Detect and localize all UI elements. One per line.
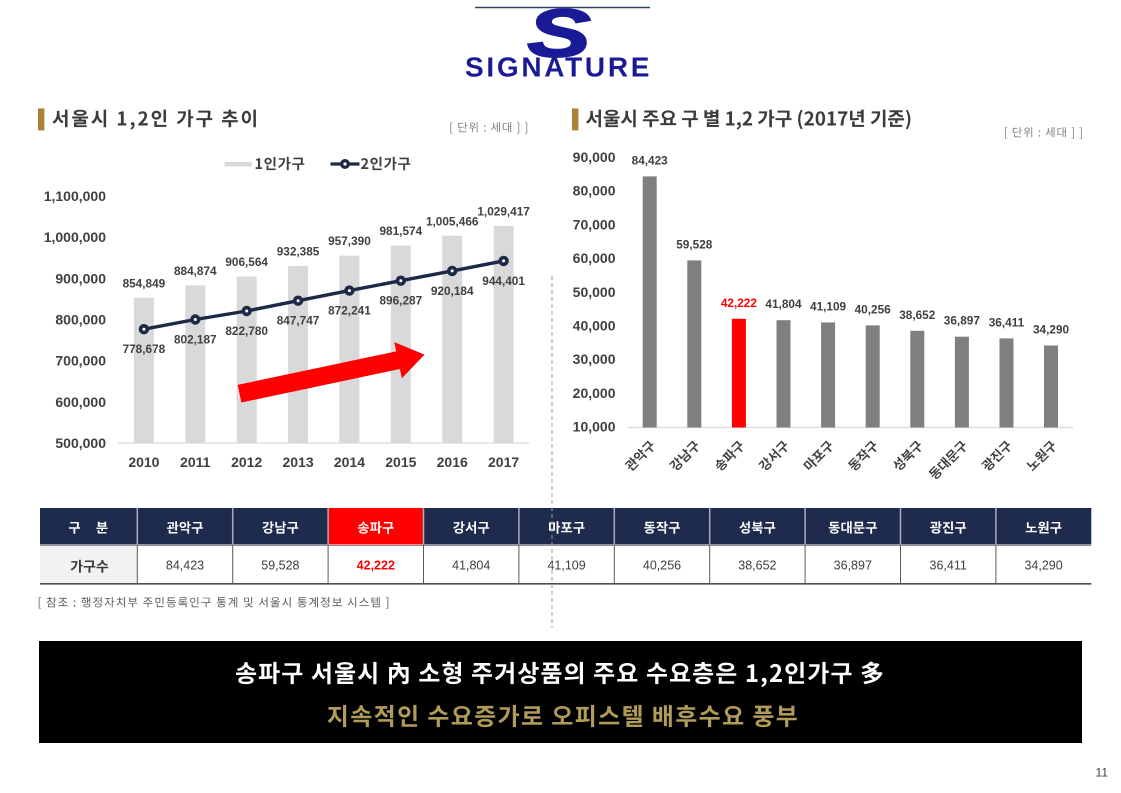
svg-text:500,000: 500,000	[55, 435, 106, 451]
svg-text:2010: 2010	[128, 454, 159, 470]
svg-text:906,564: 906,564	[225, 255, 268, 269]
svg-text:884,874: 884,874	[174, 264, 217, 278]
svg-text:1,029,417: 1,029,417	[477, 204, 530, 218]
svg-text:900,000: 900,000	[55, 270, 106, 286]
svg-text:854,849: 854,849	[123, 276, 166, 290]
svg-text:40,256: 40,256	[855, 302, 892, 316]
svg-text:847,747: 847,747	[277, 314, 320, 328]
svg-text:60,000: 60,000	[573, 250, 616, 266]
svg-text:34,290: 34,290	[1024, 559, 1062, 573]
svg-text:800,000: 800,000	[55, 312, 106, 328]
svg-text:920,184: 920,184	[431, 284, 474, 298]
svg-text:2012: 2012	[231, 454, 262, 470]
svg-text:50,000: 50,000	[573, 284, 616, 300]
svg-text:84,423: 84,423	[166, 559, 204, 573]
svg-text:1,000,000: 1,000,000	[44, 229, 106, 245]
svg-text:41,109: 41,109	[810, 300, 847, 314]
svg-text:600,000: 600,000	[55, 394, 106, 410]
svg-text:40,256: 40,256	[643, 559, 681, 573]
svg-text:11: 11	[1096, 766, 1109, 780]
svg-text:20,000: 20,000	[573, 385, 616, 401]
svg-text:957,390: 957,390	[328, 234, 371, 248]
svg-text:1,100,000: 1,100,000	[44, 188, 106, 204]
svg-text:80,000: 80,000	[573, 183, 616, 199]
svg-text:36,411: 36,411	[930, 559, 967, 573]
svg-text:822,780: 822,780	[225, 324, 268, 338]
svg-text:2011: 2011	[180, 454, 211, 470]
svg-text:30,000: 30,000	[573, 351, 616, 367]
svg-text:896,287: 896,287	[380, 294, 423, 308]
svg-text:S: S	[527, 0, 591, 71]
svg-text:40,000: 40,000	[573, 318, 616, 334]
svg-text:2014: 2014	[334, 454, 365, 470]
svg-text:38,652: 38,652	[738, 559, 776, 573]
svg-text:41,804: 41,804	[452, 559, 490, 573]
svg-text:38,652: 38,652	[899, 308, 936, 322]
svg-text:59,528: 59,528	[261, 559, 299, 573]
svg-text:10,000: 10,000	[573, 419, 616, 435]
svg-text:36,411: 36,411	[989, 315, 1025, 329]
svg-text:932,385: 932,385	[277, 244, 320, 258]
svg-text:42,222: 42,222	[357, 559, 395, 573]
svg-text:2013: 2013	[282, 454, 313, 470]
svg-text:59,528: 59,528	[676, 237, 713, 251]
svg-text:SIGNATURE: SIGNATURE	[465, 52, 652, 83]
svg-text:944,401: 944,401	[482, 274, 525, 288]
svg-text:700,000: 700,000	[55, 353, 106, 369]
svg-text:90,000: 90,000	[573, 149, 616, 165]
svg-text:41,804: 41,804	[765, 297, 802, 311]
svg-text:1,005,466: 1,005,466	[426, 214, 479, 228]
svg-text:41,109: 41,109	[547, 559, 585, 573]
svg-text:981,574: 981,574	[380, 224, 423, 238]
svg-text:36,897: 36,897	[944, 314, 981, 328]
svg-text:2016: 2016	[437, 454, 468, 470]
svg-text:84,423: 84,423	[632, 153, 669, 167]
svg-text:70,000: 70,000	[573, 216, 616, 232]
svg-text:2015: 2015	[385, 454, 416, 470]
svg-text:34,290: 34,290	[1033, 323, 1070, 337]
svg-text:802,187: 802,187	[174, 332, 217, 346]
svg-text:36,897: 36,897	[834, 559, 872, 573]
svg-text:872,241: 872,241	[328, 304, 371, 318]
svg-text:778,678: 778,678	[123, 342, 166, 356]
svg-text:2017: 2017	[488, 454, 519, 470]
svg-text:42,222: 42,222	[721, 296, 758, 310]
